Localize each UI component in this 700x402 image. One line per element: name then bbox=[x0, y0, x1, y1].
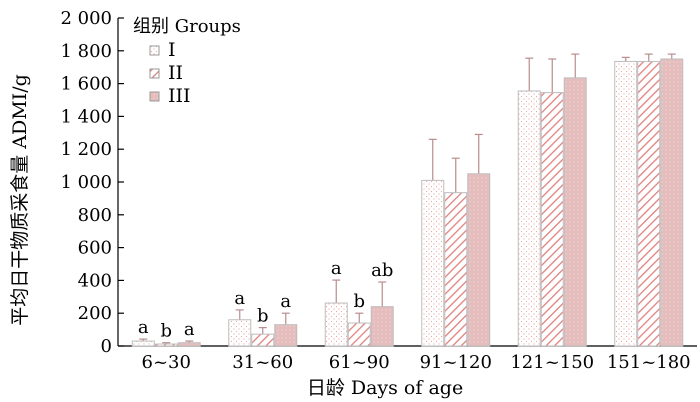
significance-letter: a bbox=[234, 288, 245, 309]
bar-II bbox=[154, 343, 178, 347]
y-tick-label: 1 800 bbox=[60, 41, 112, 62]
x-tick-label: 6~30 bbox=[142, 352, 191, 373]
y-tick-label: 800 bbox=[78, 205, 112, 226]
significance-letter: a bbox=[331, 258, 342, 279]
x-tick-label: 121~150 bbox=[510, 352, 594, 373]
bar-II bbox=[540, 92, 564, 347]
legend-swatch-I bbox=[149, 45, 160, 56]
legend-swatch-II bbox=[149, 68, 160, 79]
x-tick-label: 61~90 bbox=[329, 352, 390, 373]
y-tick-label: 1 400 bbox=[60, 106, 112, 127]
x-tick-label: 151~180 bbox=[607, 352, 691, 373]
y-tick-label: 600 bbox=[78, 238, 112, 259]
bar-III bbox=[467, 173, 491, 347]
significance-letter: b bbox=[160, 321, 172, 342]
y-axis: 0 200 400 600 800 1 000 1 200 1 400 1 600 1 800 2 … bbox=[60, 8, 124, 357]
y-tick-label: 0 bbox=[101, 336, 112, 357]
bar-III bbox=[660, 58, 684, 347]
legend-label: III bbox=[168, 85, 191, 107]
x-axis-title: 日龄 Days of age bbox=[307, 377, 463, 399]
bar-I bbox=[421, 179, 445, 347]
y-tick-label: 1 200 bbox=[60, 139, 112, 160]
legend-swatch-III bbox=[149, 91, 160, 102]
bar-I bbox=[614, 60, 638, 347]
y-tick-label: 1 600 bbox=[60, 74, 112, 95]
legend-label: I bbox=[168, 39, 176, 61]
bar-III bbox=[274, 324, 298, 347]
bar-II bbox=[251, 333, 275, 347]
y-tick-label: 2 000 bbox=[60, 8, 112, 29]
bar-III bbox=[370, 306, 394, 347]
significance-letter: b bbox=[353, 291, 365, 312]
significance-letter: a bbox=[280, 291, 291, 312]
y-tick-label: 200 bbox=[78, 303, 112, 324]
bar-II bbox=[637, 60, 661, 347]
bar-I bbox=[228, 319, 252, 347]
bar-I bbox=[324, 302, 348, 347]
significance-letter: b bbox=[257, 306, 269, 327]
y-tick-label: 400 bbox=[78, 270, 112, 291]
bar-II bbox=[347, 322, 371, 347]
bar-I bbox=[517, 90, 541, 347]
y-tick-label: 1 000 bbox=[60, 172, 112, 193]
bar-III bbox=[563, 77, 587, 347]
bar-III bbox=[177, 342, 201, 347]
significance-letter: ab bbox=[371, 260, 393, 281]
legend-title: 组别 Groups bbox=[133, 16, 241, 37]
bar-I bbox=[131, 340, 155, 347]
bar-II bbox=[444, 192, 468, 347]
legend-label: II bbox=[168, 62, 183, 84]
significance-letter: a bbox=[184, 319, 195, 340]
x-tick-label: 91~120 bbox=[420, 352, 492, 373]
x-axis: 6~30 31~60 61~90 91~120 121~150 151~180 bbox=[118, 345, 697, 373]
significance-letter: a bbox=[138, 317, 149, 338]
x-tick-label: 31~60 bbox=[232, 352, 293, 373]
y-axis-title: 平均日干物质采食量 ADMI/g bbox=[9, 74, 31, 326]
